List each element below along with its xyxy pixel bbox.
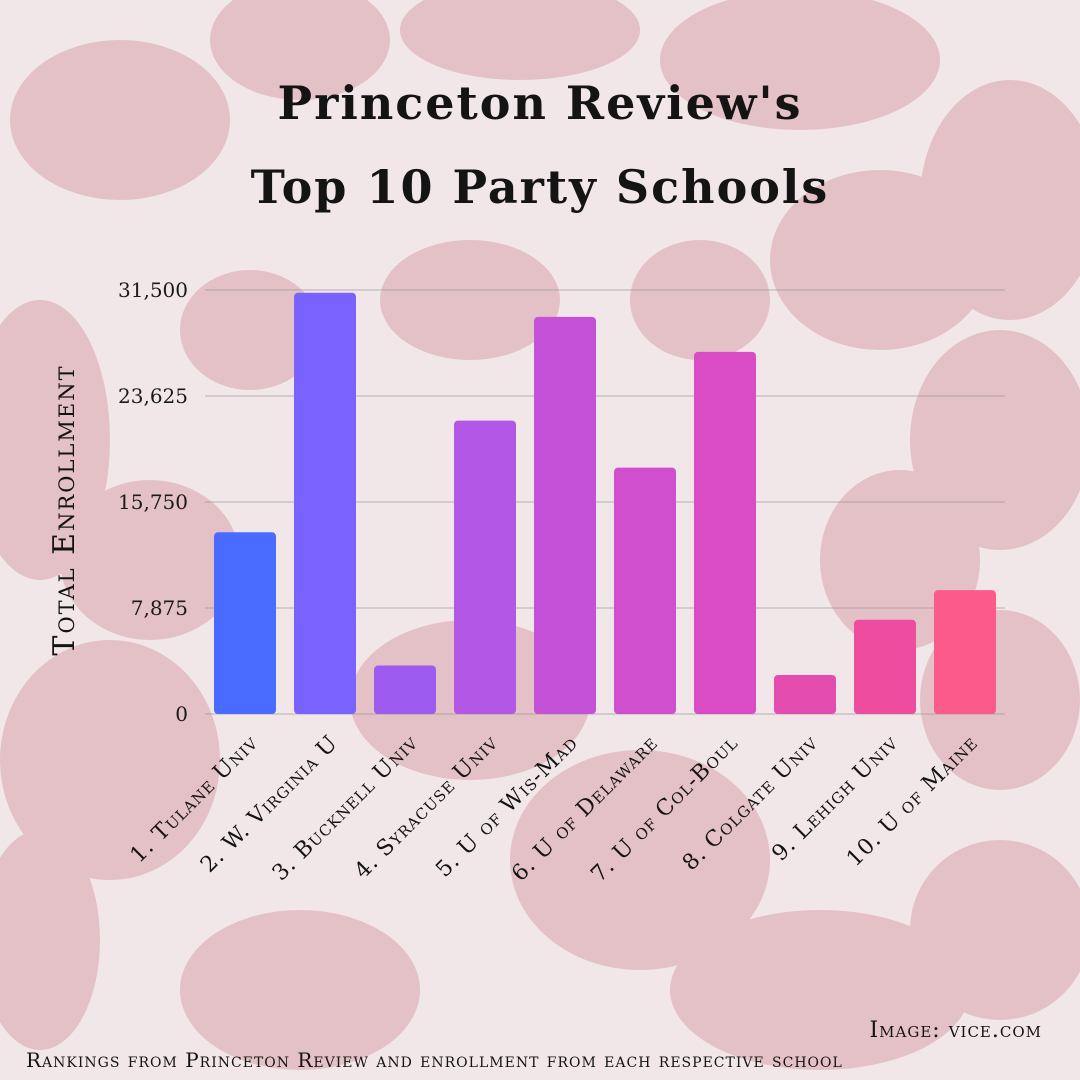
- bar: [694, 351, 756, 714]
- bar: [214, 532, 276, 714]
- y-axis-label: Total Enrollment: [47, 364, 82, 655]
- chart-title-line-1: Princeton Review's: [277, 76, 803, 130]
- x-tick-label: 8. Colgate Univ: [678, 730, 823, 875]
- image-credit: Image: vice.com: [869, 1018, 1042, 1043]
- bar: [534, 316, 596, 714]
- x-tick-label: 6. U of Delaware: [507, 731, 663, 887]
- bar: [454, 420, 516, 714]
- bar: [774, 674, 836, 714]
- x-tick-label: 3. Bucknell Univ: [268, 730, 424, 886]
- x-tick-label: 7. U of Col-Boul: [586, 731, 743, 888]
- bar: [854, 619, 916, 714]
- x-tick-label: 2. W. Virginia U: [196, 731, 343, 878]
- y-tick-label: 0: [175, 702, 188, 726]
- y-tick-label: 15,750: [118, 490, 188, 514]
- bar: [934, 590, 996, 714]
- source-note: Rankings from Princeton Review and enrol…: [26, 1048, 843, 1072]
- y-tick-label: 31,500: [118, 278, 188, 302]
- chart-title-line-2: Top 10 Party Schools: [250, 160, 830, 214]
- y-tick-label: 7,875: [131, 596, 188, 620]
- bar: [294, 292, 356, 714]
- x-tick-label: 4. Syracuse Univ: [350, 730, 503, 883]
- y-tick-label: 23,625: [118, 384, 188, 408]
- x-tick-label: 5. U of Wis-Mad: [431, 731, 583, 883]
- bar: [614, 467, 676, 714]
- bar: [374, 665, 436, 714]
